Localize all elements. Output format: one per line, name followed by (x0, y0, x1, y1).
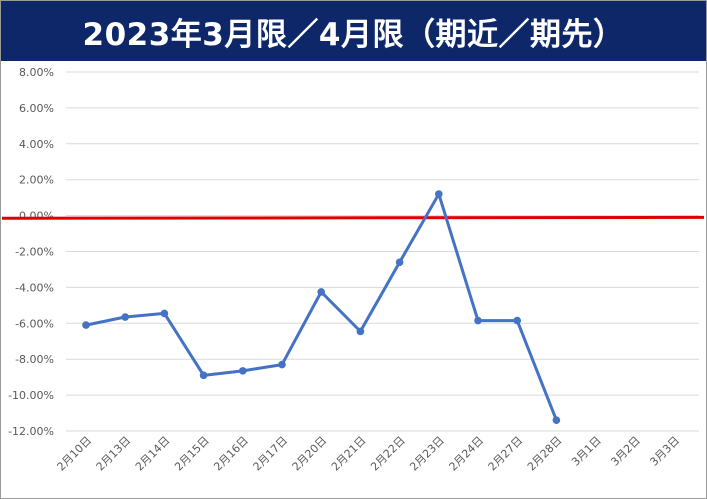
data-point (474, 316, 482, 325)
x-tick-label: 2月23日 (407, 434, 447, 474)
x-tick-label: 2月22日 (368, 434, 408, 474)
y-tick-label: -2.00% (15, 246, 54, 259)
data-point (435, 190, 443, 198)
x-tick-label: 2月28日 (525, 434, 565, 474)
data-point (356, 327, 365, 336)
x-tick-label: 2月17日 (251, 434, 291, 474)
data-point (82, 321, 90, 329)
x-tick-label: 2月24日 (447, 434, 487, 474)
x-tick-label: 2月10日 (55, 434, 95, 474)
y-tick-label: 0.00% (19, 210, 54, 223)
data-point (199, 371, 208, 380)
data-point (160, 309, 169, 318)
x-tick-label: 2月27日 (486, 434, 526, 474)
chart-title: 2023年3月限／4月限（期近／期先） (82, 16, 625, 53)
data-point (395, 258, 404, 267)
x-tick-label: 2月20日 (290, 434, 330, 474)
y-tick-label: 6.00% (19, 102, 54, 115)
data-point (513, 316, 521, 325)
y-tick-label: -6.00% (15, 317, 54, 330)
y-tick-label: -4.00% (15, 281, 54, 294)
x-tick-label: 2月14日 (133, 434, 173, 474)
data-point (121, 313, 129, 321)
data-point (278, 360, 286, 369)
x-tick-label: 3月2日 (608, 434, 643, 469)
y-tick-label: -12.00% (8, 425, 54, 438)
series-line (85, 192, 558, 421)
y-tick-label: -10.00% (8, 389, 54, 402)
x-tick-label: 2月13日 (94, 434, 134, 474)
y-tick-label: 4.00% (19, 138, 54, 151)
x-tick-label: 2月16日 (211, 434, 251, 474)
y-tick-label: 2.00% (19, 174, 54, 187)
x-tick-label: 3月3日 (647, 434, 682, 469)
y-tick-label: 8.00% (19, 66, 54, 79)
data-point (552, 416, 561, 425)
x-tick-label: 3月1日 (569, 434, 604, 469)
data-point (239, 367, 247, 375)
zero-reference-line (1, 215, 705, 220)
data-point (317, 288, 326, 296)
x-tick-label: 2月15日 (172, 434, 212, 474)
title-banner: 2023年3月限／4月限（期近／期先） (1, 1, 706, 61)
x-tick-label: 2月21日 (329, 434, 369, 474)
y-tick-label: -8.00% (15, 353, 54, 366)
